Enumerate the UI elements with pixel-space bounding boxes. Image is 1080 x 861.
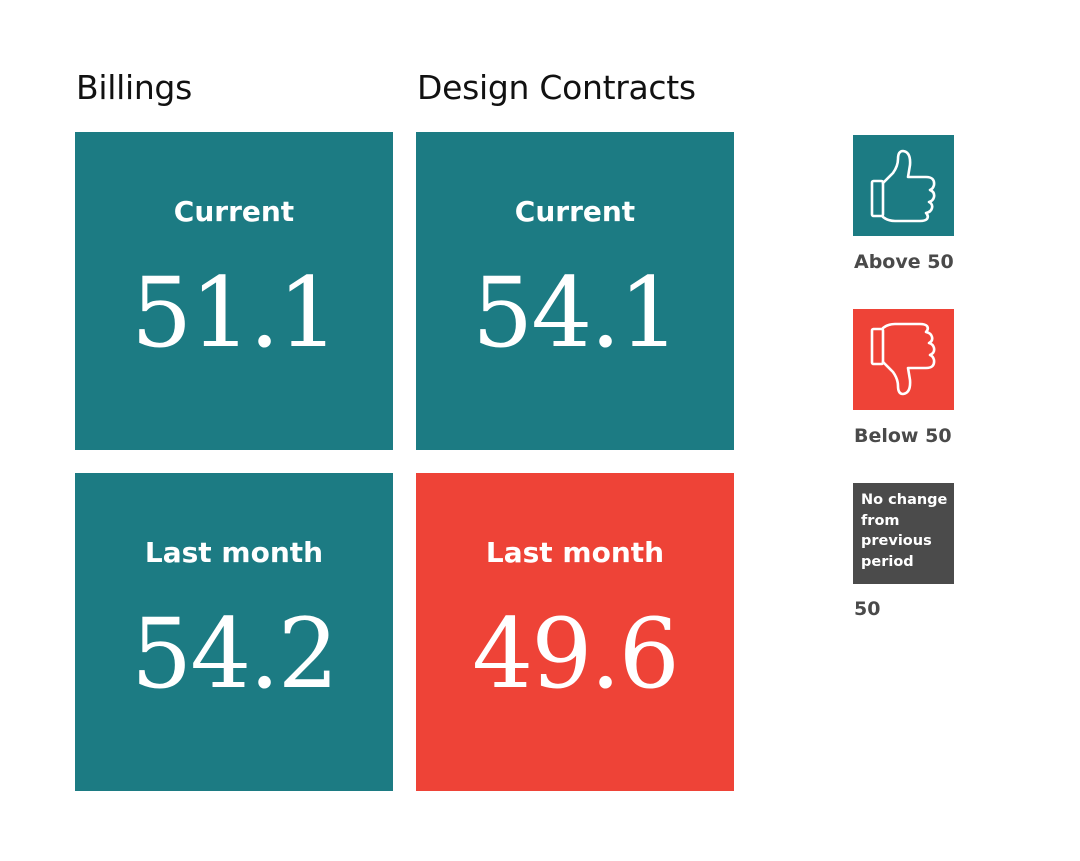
legend-neutral-caption: 50 (854, 598, 881, 620)
design-contracts-title: Design Contracts (417, 68, 696, 107)
legend-below-caption: Below 50 (854, 425, 952, 447)
billings-current-label: Current (173, 195, 295, 228)
legend-above-caption: Above 50 (854, 251, 954, 273)
design-contracts-last-month-label: Last month (485, 536, 665, 569)
design-contracts-current-value: 54.1 (472, 257, 680, 369)
billings-last-month-tile: Last month 54.2 (75, 473, 393, 791)
legend-above-box (853, 135, 954, 236)
design-contracts-last-month-value: 49.6 (472, 598, 680, 710)
billings-title: Billings (76, 68, 192, 107)
billings-last-month-value: 54.2 (131, 598, 339, 710)
design-contracts-current-label: Current (514, 195, 636, 228)
design-contracts-last-month-tile: Last month 49.6 (416, 473, 734, 791)
design-contracts-current-tile: Current 54.1 (416, 132, 734, 450)
legend-below-box (853, 309, 954, 410)
billings-current-tile: Current 51.1 (75, 132, 393, 450)
legend-neutral-box-text: No change from previous period (861, 492, 948, 570)
billings-last-month-label: Last month (144, 536, 324, 569)
legend-neutral-box: No change from previous period (853, 483, 954, 584)
billings-current-value: 51.1 (131, 257, 339, 369)
